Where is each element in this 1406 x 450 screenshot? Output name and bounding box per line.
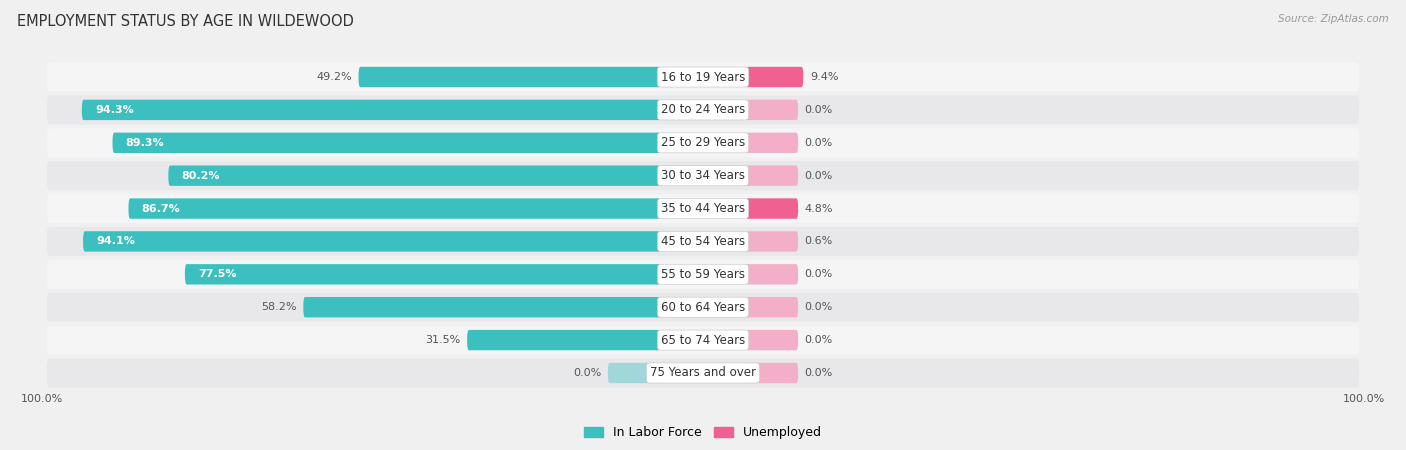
- FancyBboxPatch shape: [46, 260, 1360, 289]
- Text: 31.5%: 31.5%: [425, 335, 461, 345]
- Text: 94.3%: 94.3%: [96, 105, 134, 115]
- Text: 49.2%: 49.2%: [316, 72, 352, 82]
- Text: 86.7%: 86.7%: [142, 203, 180, 214]
- FancyBboxPatch shape: [46, 359, 1360, 387]
- Text: 0.0%: 0.0%: [804, 368, 832, 378]
- FancyBboxPatch shape: [46, 63, 1360, 91]
- FancyBboxPatch shape: [745, 133, 799, 153]
- Text: 16 to 19 Years: 16 to 19 Years: [661, 71, 745, 84]
- FancyBboxPatch shape: [745, 363, 799, 383]
- Text: 58.2%: 58.2%: [262, 302, 297, 312]
- Text: 100.0%: 100.0%: [1343, 394, 1385, 405]
- Text: 80.2%: 80.2%: [181, 171, 219, 180]
- FancyBboxPatch shape: [745, 166, 799, 186]
- FancyBboxPatch shape: [745, 297, 799, 317]
- Text: 45 to 54 Years: 45 to 54 Years: [661, 235, 745, 248]
- Text: Source: ZipAtlas.com: Source: ZipAtlas.com: [1278, 14, 1389, 23]
- FancyBboxPatch shape: [83, 231, 661, 252]
- Text: 60 to 64 Years: 60 to 64 Years: [661, 301, 745, 314]
- Text: 65 to 74 Years: 65 to 74 Years: [661, 333, 745, 346]
- Text: 89.3%: 89.3%: [125, 138, 165, 148]
- FancyBboxPatch shape: [46, 194, 1360, 223]
- Text: 77.5%: 77.5%: [198, 270, 236, 279]
- Text: 0.0%: 0.0%: [804, 138, 832, 148]
- Text: 0.0%: 0.0%: [574, 368, 602, 378]
- Text: 55 to 59 Years: 55 to 59 Years: [661, 268, 745, 281]
- FancyBboxPatch shape: [46, 326, 1360, 355]
- FancyBboxPatch shape: [112, 133, 661, 153]
- FancyBboxPatch shape: [467, 330, 661, 350]
- FancyBboxPatch shape: [82, 100, 661, 120]
- Text: 100.0%: 100.0%: [21, 394, 63, 405]
- Text: 0.0%: 0.0%: [804, 270, 832, 279]
- FancyBboxPatch shape: [46, 95, 1360, 124]
- Text: 25 to 29 Years: 25 to 29 Years: [661, 136, 745, 149]
- FancyBboxPatch shape: [46, 161, 1360, 190]
- Text: 0.0%: 0.0%: [804, 105, 832, 115]
- Text: EMPLOYMENT STATUS BY AGE IN WILDEWOOD: EMPLOYMENT STATUS BY AGE IN WILDEWOOD: [17, 14, 354, 28]
- Legend: In Labor Force, Unemployed: In Labor Force, Unemployed: [579, 422, 827, 445]
- FancyBboxPatch shape: [745, 231, 799, 252]
- FancyBboxPatch shape: [745, 100, 799, 120]
- FancyBboxPatch shape: [745, 198, 799, 219]
- FancyBboxPatch shape: [46, 227, 1360, 256]
- Text: 4.8%: 4.8%: [804, 203, 834, 214]
- FancyBboxPatch shape: [607, 363, 661, 383]
- Text: 94.1%: 94.1%: [96, 236, 135, 247]
- Text: 0.6%: 0.6%: [804, 236, 832, 247]
- FancyBboxPatch shape: [186, 264, 661, 284]
- FancyBboxPatch shape: [46, 293, 1360, 322]
- Text: 35 to 44 Years: 35 to 44 Years: [661, 202, 745, 215]
- FancyBboxPatch shape: [359, 67, 661, 87]
- Text: 0.0%: 0.0%: [804, 335, 832, 345]
- FancyBboxPatch shape: [745, 330, 799, 350]
- Text: 75 Years and over: 75 Years and over: [650, 366, 756, 379]
- FancyBboxPatch shape: [169, 166, 661, 186]
- FancyBboxPatch shape: [745, 67, 803, 87]
- FancyBboxPatch shape: [46, 128, 1360, 157]
- FancyBboxPatch shape: [304, 297, 661, 317]
- Text: 20 to 24 Years: 20 to 24 Years: [661, 104, 745, 117]
- FancyBboxPatch shape: [128, 198, 661, 219]
- Text: 0.0%: 0.0%: [804, 302, 832, 312]
- Text: 0.0%: 0.0%: [804, 171, 832, 180]
- Text: 9.4%: 9.4%: [810, 72, 838, 82]
- FancyBboxPatch shape: [745, 264, 799, 284]
- Text: 30 to 34 Years: 30 to 34 Years: [661, 169, 745, 182]
